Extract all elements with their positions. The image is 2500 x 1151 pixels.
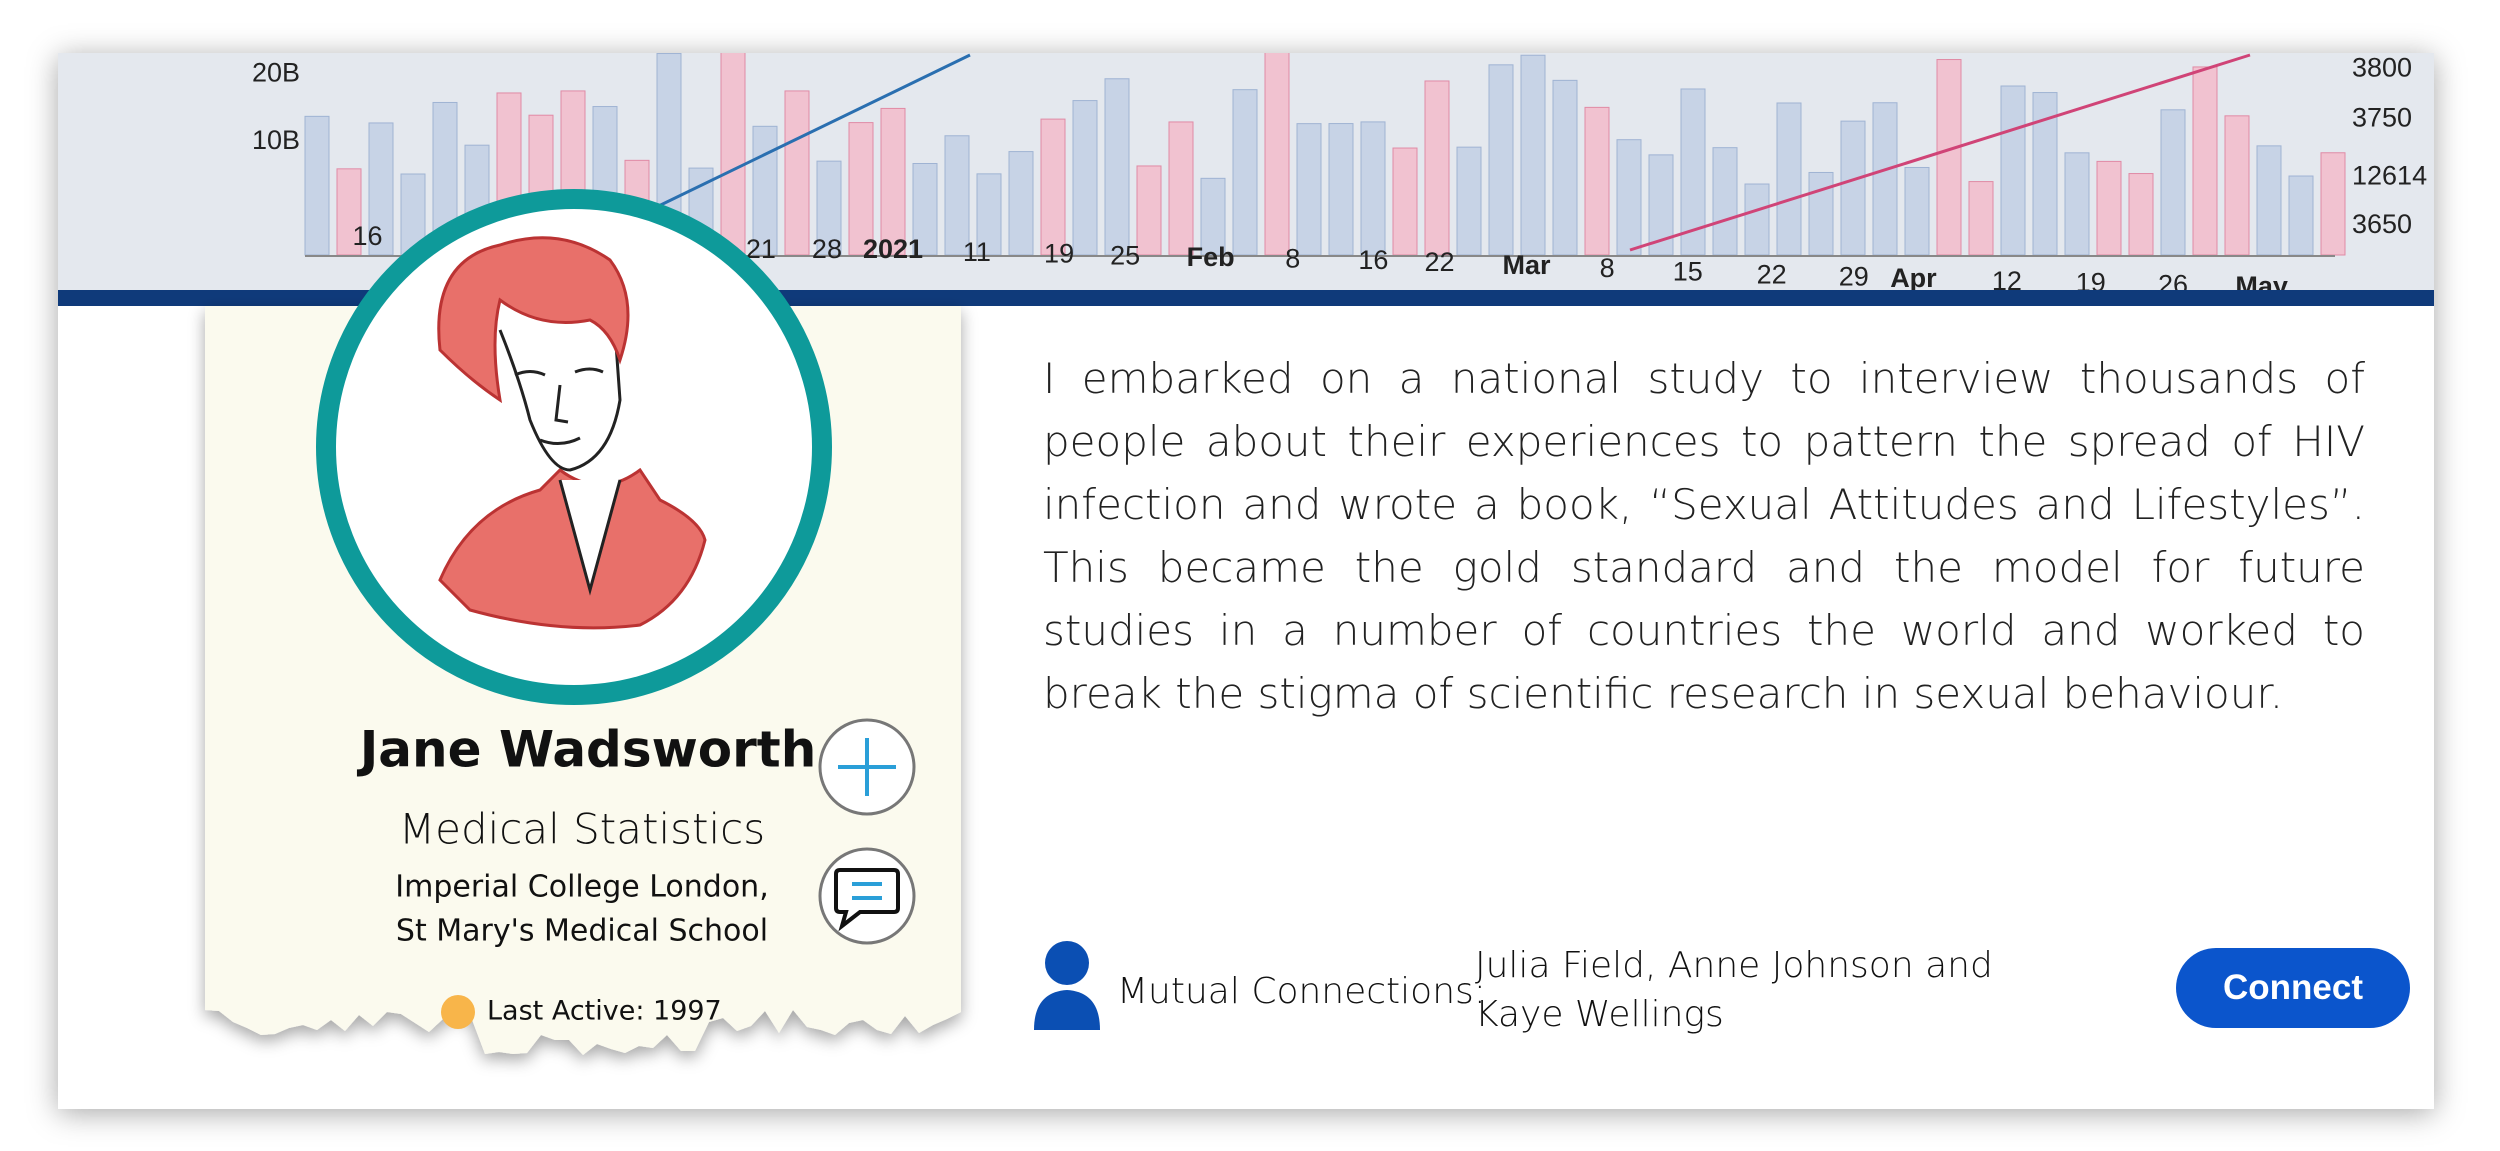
banner-x-label: May	[2235, 271, 2288, 301]
banner-bar	[2224, 115, 2250, 256]
banner-bar	[1936, 59, 1962, 256]
avatar-portrait	[437, 236, 707, 630]
banner-x-label: 21	[746, 234, 776, 264]
banner-bar	[1040, 118, 1066, 256]
banner-x-label: 16	[353, 221, 383, 251]
banner-x-label: 2021	[863, 234, 923, 264]
banner-y-label: 20B	[252, 58, 300, 88]
status-dot	[441, 995, 475, 1029]
banner-x-label: 8	[1285, 244, 1300, 274]
banner-bar	[1168, 121, 1194, 256]
banner-axis	[305, 255, 2335, 257]
banner-x-label: 16	[1358, 245, 1388, 275]
banner-x-label: 26	[2158, 269, 2188, 299]
banner-bar	[368, 122, 394, 256]
banner-right-label: 3800	[2352, 53, 2412, 83]
bio-text: I embarked on a national study to interv…	[1043, 354, 2365, 718]
banner-trend	[1629, 53, 2251, 252]
banner-x-label: 8	[1600, 253, 1615, 283]
person-icon	[1034, 941, 1100, 1030]
mutual-label: Mutual Connections:	[1117, 971, 1486, 1012]
banner-bar	[1104, 78, 1130, 256]
banner-bar	[2064, 152, 2090, 256]
banner-right-label: 3750	[2352, 103, 2412, 133]
banner-bar	[2192, 66, 2218, 256]
message-button[interactable]	[818, 847, 916, 945]
banner-x-label: 19	[1044, 239, 1074, 269]
banner-bar	[1296, 123, 1322, 256]
banner-trend	[639, 53, 971, 217]
banner-x-label: 12	[1992, 266, 2022, 296]
banner-bar	[784, 90, 810, 256]
follow-button[interactable]	[818, 718, 916, 816]
banner-bar	[336, 168, 362, 256]
banner-x-label: 22	[1757, 260, 1787, 290]
banner-bar	[1872, 102, 1898, 256]
profile-name: Jane Wadsworth	[357, 721, 817, 779]
banner-bar	[752, 125, 778, 256]
banner-bar	[1904, 166, 1930, 256]
banner-bar	[880, 107, 906, 256]
banner-bar	[1488, 64, 1514, 256]
banner-bar	[1808, 171, 1834, 256]
banner-bar	[304, 115, 330, 256]
banner-bar	[1520, 54, 1546, 256]
banner-x-label: 11	[963, 237, 991, 267]
banner-bar	[976, 173, 1002, 256]
banner-bar	[2000, 85, 2026, 256]
last-active: Last Active: 1997	[487, 996, 722, 1027]
banner-bar	[1360, 121, 1386, 256]
institution-line: Imperial College London,	[395, 870, 768, 905]
banner-x-label: 29	[1839, 261, 1869, 291]
banner: 16 21 28 2021 11 19 25 Feb 8 16 22 Mar 8 15 22 29 Apr 12 1…	[58, 53, 2434, 301]
banner-bar	[1392, 147, 1418, 256]
banner-bar	[1200, 177, 1226, 256]
banner-bar	[1776, 102, 1802, 256]
banner-bar	[1136, 165, 1162, 256]
banner-bar	[2160, 109, 2186, 256]
banner-bar	[2096, 160, 2122, 256]
institution-line: St Mary's Medical School	[396, 914, 768, 949]
banner-bar	[1424, 80, 1450, 256]
banner-bar	[1264, 53, 1290, 256]
banner-bar	[1072, 100, 1098, 256]
banner-right-label: 12614	[2352, 161, 2427, 191]
banner-bar	[1712, 147, 1738, 256]
banner-x-label: 28	[812, 234, 842, 264]
banner-bar	[1232, 89, 1258, 256]
banner-bar	[2320, 152, 2346, 256]
banner-right-label: 3650	[2352, 209, 2412, 239]
banner-bar	[2128, 173, 2154, 256]
banner-y-label: 10B	[252, 125, 300, 155]
banner-bar	[1552, 79, 1578, 256]
banner-bar	[720, 53, 746, 256]
banner-bar	[1456, 146, 1482, 256]
banner-x-label: Mar	[1503, 250, 1552, 280]
connect-button[interactable]: Connect	[2176, 948, 2410, 1028]
banner-bar	[944, 135, 970, 256]
mutual-name: Kaye Wellings	[1475, 994, 1724, 1035]
banner-bar	[1744, 183, 1770, 256]
banner-bar	[1616, 139, 1642, 256]
banner-x-label: 19	[2076, 268, 2106, 298]
banner-x-label: Feb	[1187, 242, 1235, 272]
banner-bar	[1584, 106, 1610, 256]
mutual-name: Julia Field, Anne Johnson and	[1475, 945, 1993, 986]
banner-bar	[1008, 151, 1034, 256]
banner-bar	[1328, 123, 1354, 256]
banner-bar	[2256, 145, 2282, 256]
banner-bar	[2288, 175, 2314, 256]
banner-x-label: Apr	[1890, 263, 1937, 293]
banner-x-label: 22	[1424, 247, 1454, 277]
banner-x-label: 25	[1110, 240, 1140, 270]
banner-bar	[1840, 120, 1866, 256]
profile-field: Medical Statistics	[399, 805, 765, 854]
banner-bar	[1968, 181, 1994, 256]
banner-x-label: 15	[1673, 256, 1703, 286]
